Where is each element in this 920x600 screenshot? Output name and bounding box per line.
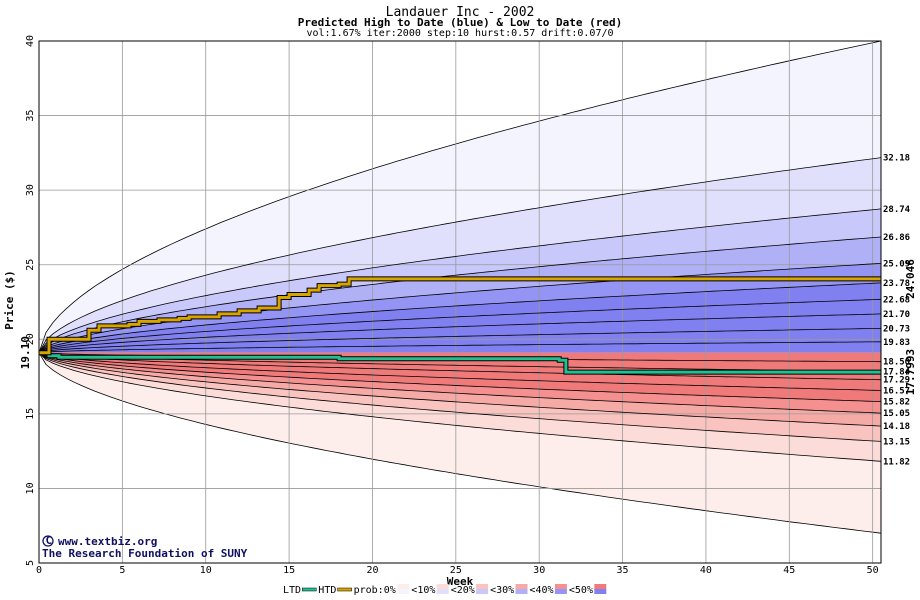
high-percentile-line-1 <box>39 208 881 353</box>
right-label-11: 17.29 <box>883 376 910 386</box>
right-label-10: 17.84 <box>883 368 911 378</box>
x-tick-30: 30 <box>533 565 545 576</box>
right-label-13: 15.82 <box>883 398 910 408</box>
legend-item-2: <20% <box>451 585 475 596</box>
legend-ltd-swatch <box>302 587 317 592</box>
legend-item-1: <10% <box>411 585 435 596</box>
x-tick-10: 10 <box>200 565 212 576</box>
low-percentile-line-3 <box>39 352 881 391</box>
right-label-17: 11.82 <box>883 457 910 467</box>
chart-params: vol:1.67% iter:2000 step:10 hurst:0.57 d… <box>306 28 613 39</box>
right-label-8: 19.83 <box>883 338 910 348</box>
low-percentile-line-8 <box>39 352 881 462</box>
y-tick-40: 40 <box>25 35 36 47</box>
x-tick-20: 20 <box>366 565 378 576</box>
right-label-7: 20.73 <box>883 324 910 334</box>
low-percentile-line-5 <box>39 352 881 414</box>
high-percentile-line-2 <box>39 236 881 353</box>
legend-swatch-high-4 <box>554 589 567 594</box>
y-tick-25: 25 <box>25 259 36 271</box>
y-tick-35: 35 <box>25 110 36 122</box>
htd-end-label: 24.046 <box>904 259 917 299</box>
right-label-0: 32.18 <box>883 154 910 164</box>
right-label-16: 13.15 <box>883 437 910 447</box>
x-tick-15: 15 <box>283 565 295 576</box>
credit-line-2: The Research Foundation of SUNY <box>42 547 248 560</box>
legend-item-4: <40% <box>530 585 554 596</box>
low-percentile-line-7 <box>39 352 881 442</box>
right-percentile-labels: 32.18 28.74 26.86 25.09 23.78 22.68 21.70 20.73… <box>883 154 911 468</box>
right-label-9: 18.50 <box>883 358 910 368</box>
low-percentile-line-4 <box>39 352 881 402</box>
right-label-6: 21.70 <box>883 310 910 320</box>
high-percentile-line-0 <box>39 157 881 353</box>
x-tick-40: 40 <box>700 565 712 576</box>
htd-line <box>39 277 881 355</box>
credit-line-1: www.textbiz.org <box>58 535 157 548</box>
high-percentile-line-4 <box>39 282 881 354</box>
legend-swatch-high-0 <box>397 589 410 594</box>
x-tick-25: 25 <box>450 565 462 576</box>
legend-swatch-high-3 <box>515 589 528 594</box>
low-percentile-line-2 <box>39 352 881 381</box>
legend-swatch-low-5 <box>594 584 607 589</box>
chart-subtitle: Predicted High to Date (blue) & Low to D… <box>298 16 623 29</box>
right-label-4: 23.78 <box>883 279 910 289</box>
right-label-5: 22.68 <box>883 295 910 305</box>
probability-bands <box>39 41 881 534</box>
y-tick-30: 30 <box>25 184 36 196</box>
legend-swatch-low-4 <box>554 584 567 589</box>
plot-frame <box>38 40 882 564</box>
high-percentile-line-7 <box>39 328 881 354</box>
high-max-line <box>39 41 881 353</box>
high-percentile-line-6 <box>39 313 881 354</box>
legend-swatch-high-1 <box>436 589 449 594</box>
y-tick-15: 15 <box>25 408 36 420</box>
legend-item-5: <50% <box>569 585 593 596</box>
ltd-end-label: 17.7993 <box>904 349 917 395</box>
right-label-15: 14.18 <box>883 422 910 432</box>
legend-swatch-high-2 <box>476 589 489 594</box>
x-tick-45: 45 <box>783 565 795 576</box>
low-percentile-line-6 <box>39 352 881 427</box>
legend-swatch-low-3 <box>515 584 528 589</box>
high-percentile-line-8 <box>39 341 881 354</box>
y-tick-5: 5 <box>25 560 36 566</box>
x-tick-35: 35 <box>617 565 629 576</box>
series-lines <box>39 276 881 375</box>
legend-htd-swatch <box>337 587 352 592</box>
y-tick-10: 10 <box>25 482 36 494</box>
legend: LTD HTD prob:0% <10% <20% <30% <40% <50% <box>283 584 607 596</box>
start-price-label: 19.10 <box>19 336 32 369</box>
copyright-letter: C <box>46 534 53 547</box>
copyright-icon <box>42 535 54 547</box>
x-tick-0: 0 <box>36 565 42 576</box>
right-label-14: 15.05 <box>883 409 910 419</box>
legend-item-0: prob:0% <box>354 585 396 596</box>
x-axis-label: Week <box>447 575 474 588</box>
high-percentile-line-5 <box>39 298 881 354</box>
right-label-3: 25.09 <box>883 259 910 269</box>
y-tick-20: 20 <box>25 333 36 345</box>
percentile-lines <box>39 157 881 462</box>
legend-swatch-low-2 <box>476 584 489 589</box>
right-label-1: 28.74 <box>883 205 911 215</box>
legend-htd-label: HTD <box>318 585 336 596</box>
legend-item-3: <30% <box>490 585 514 596</box>
x-tick-5: 5 <box>119 565 125 576</box>
right-label-2: 26.86 <box>883 233 910 243</box>
chart-title: Landauer Inc - 2002 <box>386 5 535 20</box>
legend-ltd-label: LTD <box>283 585 301 596</box>
x-tick-50: 50 <box>867 565 879 576</box>
right-label-12: 16.57 <box>883 386 910 396</box>
legend-swatch-high-5 <box>594 589 607 594</box>
y-axis-label: Price ($) <box>3 270 16 330</box>
legend-swatch-low-0 <box>397 584 410 589</box>
legend-swatch-low-1 <box>436 584 449 589</box>
low-min-line <box>39 352 881 534</box>
